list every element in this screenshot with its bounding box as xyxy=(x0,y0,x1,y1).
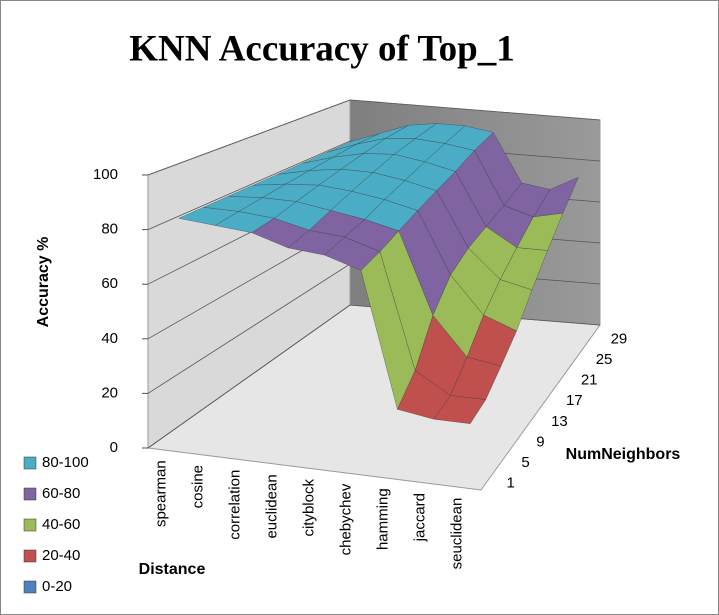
x-tick-label: euclidean xyxy=(263,474,280,538)
z-tick-label: 60 xyxy=(101,275,118,292)
y-tick-label: 9 xyxy=(536,433,544,450)
x-axis-label: Distance xyxy=(139,561,206,578)
x-tick-label: cityblock xyxy=(300,479,317,537)
x-tick-label: hamming xyxy=(374,488,391,550)
legend-label: 60-80 xyxy=(42,485,80,502)
grid-line xyxy=(147,99,601,176)
x-tick-label: jaccard xyxy=(411,493,428,542)
y-tick-label: 1 xyxy=(506,475,514,492)
legend-label: 0-20 xyxy=(42,578,72,595)
y-tick-label: 17 xyxy=(566,392,583,409)
y-tick-label: 21 xyxy=(581,372,598,389)
x-tick-label: cosine xyxy=(189,465,206,508)
y-tick-label: 5 xyxy=(521,454,529,471)
x-tick-label: seuclidean xyxy=(448,498,465,570)
z-tick-label: 0 xyxy=(110,439,118,456)
z-axis-label: Accuracy % xyxy=(35,237,52,328)
x-tick-label: correlation xyxy=(226,470,243,540)
legend-swatch xyxy=(23,549,37,563)
legend-swatch xyxy=(23,580,37,594)
legend-label: 40-60 xyxy=(42,516,80,533)
legend-label: 20-40 xyxy=(42,547,80,564)
plot xyxy=(177,123,579,424)
z-tick-label: 40 xyxy=(101,330,118,347)
legend-swatch xyxy=(23,518,37,532)
y-tick-label: 25 xyxy=(596,351,613,368)
z-tick-label: 80 xyxy=(101,221,118,238)
y-tick-label: 29 xyxy=(611,330,628,347)
y-axis-label: NumNeighbors xyxy=(566,446,681,463)
legend-swatch xyxy=(23,487,37,501)
x-tick-label: chebychev xyxy=(337,483,354,555)
chart-title: KNN Accuracy of Top_1 xyxy=(129,28,514,69)
legend-swatch xyxy=(23,456,37,470)
surface-patch xyxy=(433,395,487,424)
x-tick-label: spearman xyxy=(152,460,169,527)
z-tick-label: 100 xyxy=(93,166,118,183)
y-tick-label: 13 xyxy=(551,413,568,430)
z-tick-label: 20 xyxy=(101,384,118,401)
legend-label: 80-100 xyxy=(42,454,89,471)
grid-line xyxy=(147,140,601,230)
